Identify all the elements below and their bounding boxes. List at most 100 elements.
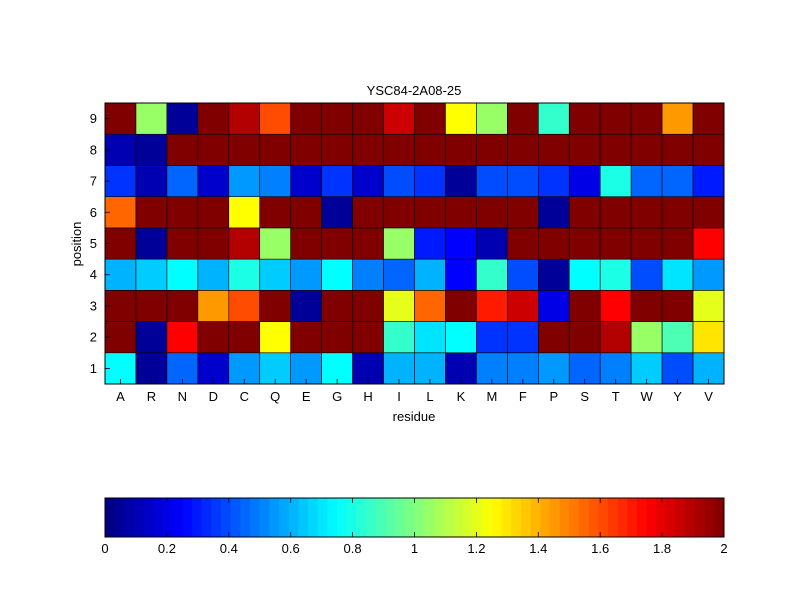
heatmap-cell (259, 196, 292, 229)
heatmap-cell (445, 321, 477, 354)
heatmap-cell (321, 321, 353, 354)
heatmap-cell (537, 227, 570, 260)
heatmap-cell (599, 102, 632, 135)
heatmap-cell (599, 196, 632, 229)
y-tick-label: 1 (90, 361, 97, 376)
heatmap-cell (228, 165, 261, 197)
heatmap-cell (476, 290, 508, 322)
colorbar-strip (356, 498, 367, 537)
heatmap-cell (568, 165, 601, 197)
colorbar-tick-label: 1 (411, 541, 418, 556)
colorbar-strip (491, 498, 502, 537)
heatmap-cell (599, 290, 632, 322)
heatmap-cell (166, 133, 199, 166)
heatmap-cell (599, 321, 632, 354)
y-tick-label: 8 (90, 142, 97, 157)
x-tick-label: R (147, 389, 156, 404)
colorbar-strip (665, 498, 677, 537)
colorbar-strip (375, 498, 386, 537)
heatmap-cell (383, 133, 415, 166)
heatmap-cell (692, 165, 725, 197)
heatmap-cell (507, 227, 539, 260)
colorbar-strip (192, 498, 203, 537)
colorbar-strip (482, 498, 493, 537)
heatmap-cell (414, 102, 446, 135)
heatmap-cell (476, 258, 508, 291)
heatmap-cell (259, 352, 292, 385)
heatmap-cell (321, 227, 353, 260)
x-tick-label: W (640, 389, 653, 404)
heatmap-cell (414, 227, 446, 260)
colorbar-strip (240, 498, 251, 537)
x-tick-label: S (580, 389, 589, 404)
heatmap-cell (507, 196, 539, 229)
heatmap-cell (135, 133, 168, 166)
colorbar-strip (259, 498, 270, 537)
heatmap-cell (383, 227, 415, 260)
heatmap-cell (166, 102, 199, 135)
colorbar-strip (675, 498, 686, 537)
heatmap-cell (630, 196, 663, 229)
colorbar-strip (143, 498, 154, 537)
heatmap-cell (104, 102, 137, 135)
heatmap-cell (135, 165, 168, 197)
heatmap-cell (259, 165, 292, 197)
heatmap-cell (383, 165, 415, 197)
heatmap-cell (352, 321, 384, 354)
heatmap-cell (166, 258, 199, 291)
heatmap-cell (290, 290, 322, 322)
heatmap-cell (568, 352, 601, 385)
colorbar-strip (511, 498, 522, 537)
heatmap-cell (321, 258, 353, 291)
heatmap-cell (692, 258, 725, 291)
x-tick-label: E (302, 389, 311, 404)
heatmap-cell (630, 321, 663, 354)
heatmap-cell (228, 133, 261, 166)
heatmap-cell (445, 290, 477, 322)
heatmap-cell (135, 352, 168, 385)
colorbar-strip (501, 498, 512, 537)
heatmap-cell (197, 227, 230, 260)
heatmap-cell (290, 133, 322, 166)
heatmap-cell (476, 165, 508, 197)
heatmap-cell (228, 102, 261, 135)
heatmap-cell (537, 102, 570, 135)
heatmap-cells (104, 102, 725, 385)
colorbar-strip (163, 498, 174, 537)
heatmap-cell (661, 258, 694, 291)
colorbar-strip (462, 498, 473, 537)
heatmap-cell (630, 102, 663, 135)
heatmap-cell (197, 133, 230, 166)
x-tick-label: T (612, 389, 620, 404)
heatmap-cell (259, 321, 292, 354)
colorbar-tick-label: 0.8 (344, 541, 362, 556)
colorbar-strip (124, 498, 135, 537)
heatmap-cell (692, 290, 725, 322)
heatmap-cell (352, 258, 384, 291)
x-tick-label: Y (673, 389, 682, 404)
colorbar-strip (105, 498, 116, 537)
heatmap-cell (445, 102, 477, 135)
colorbar-tick-label: 2 (720, 541, 727, 556)
colorbar-strip (646, 498, 657, 537)
colorbar-strip (404, 498, 415, 537)
heatmap-cell (197, 290, 230, 322)
heatmap-cell (692, 321, 725, 354)
colorbar-strip (472, 498, 483, 537)
colorbar-tick-label: 1.6 (591, 541, 609, 556)
colorbar-tick-label: 1.8 (653, 541, 671, 556)
heatmap-cell (135, 258, 168, 291)
colorbar-strip (540, 498, 551, 537)
heatmap-cell (568, 102, 601, 135)
colorbar-tick-label: 0.4 (220, 541, 238, 556)
colorbar-strip (385, 498, 396, 537)
colorbar-strip (230, 498, 241, 537)
heatmap-cell (352, 290, 384, 322)
heatmap-cell (104, 196, 137, 229)
heatmap-cell (166, 196, 199, 229)
y-tick-labels: 1 2 3 4 5 6 7 8 9 (90, 111, 110, 376)
colorbar-tick-labels: 0 0.2 0.4 0.6 0.8 1 1.2 1.4 1.6 1.8 2 (101, 498, 728, 556)
heatmap-cell (445, 352, 477, 385)
colorbar-strip (172, 498, 183, 537)
heatmap-cell (228, 290, 261, 322)
